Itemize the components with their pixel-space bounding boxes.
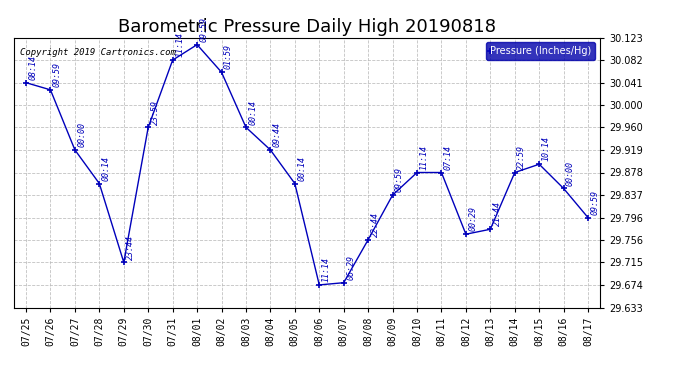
Text: 00:14: 00:14 — [248, 99, 257, 124]
Pressure (Inches/Hg) — [462, 232, 470, 237]
Pressure (Inches/Hg) — [193, 42, 201, 47]
Pressure (Inches/Hg) — [339, 280, 348, 285]
Text: 00:14: 00:14 — [102, 156, 111, 181]
Text: 06:29: 06:29 — [346, 255, 355, 280]
Pressure (Inches/Hg) — [119, 260, 128, 265]
Text: 21:44: 21:44 — [493, 201, 502, 226]
Pressure (Inches/Hg) — [560, 186, 568, 191]
Pressure (Inches/Hg) — [437, 170, 446, 175]
Pressure (Inches/Hg) — [413, 170, 421, 175]
Text: 00:29: 00:29 — [469, 206, 477, 231]
Pressure (Inches/Hg) — [486, 227, 495, 231]
Pressure (Inches/Hg) — [144, 125, 152, 130]
Text: 09:59: 09:59 — [53, 62, 62, 87]
Text: 23:44: 23:44 — [126, 234, 135, 260]
Legend: Pressure (Inches/Hg): Pressure (Inches/Hg) — [486, 42, 595, 60]
Pressure (Inches/Hg) — [511, 170, 519, 175]
Pressure (Inches/Hg) — [71, 148, 79, 152]
Pressure (Inches/Hg) — [95, 181, 104, 186]
Text: 09:59: 09:59 — [591, 190, 600, 215]
Text: 22:59: 22:59 — [518, 145, 526, 170]
Text: 00:14: 00:14 — [297, 156, 306, 181]
Text: 00:00: 00:00 — [566, 161, 575, 186]
Pressure (Inches/Hg) — [266, 148, 275, 152]
Text: 11:14: 11:14 — [322, 257, 331, 282]
Text: Copyright 2019 Cartronics.com: Copyright 2019 Cartronics.com — [19, 48, 175, 57]
Pressure (Inches/Hg) — [22, 80, 30, 85]
Pressure (Inches/Hg) — [241, 125, 250, 130]
Text: 11:14: 11:14 — [420, 145, 428, 170]
Text: 01:59: 01:59 — [224, 44, 233, 69]
Pressure (Inches/Hg) — [364, 237, 373, 242]
Pressure (Inches/Hg) — [46, 88, 55, 92]
Text: 07:14: 07:14 — [444, 145, 453, 170]
Pressure (Inches/Hg) — [535, 162, 543, 166]
Text: 11:14: 11:14 — [175, 32, 184, 57]
Text: 23:59: 23:59 — [150, 99, 159, 124]
Title: Barometric Pressure Daily High 20190818: Barometric Pressure Daily High 20190818 — [118, 18, 496, 36]
Text: 09:59: 09:59 — [199, 17, 208, 42]
Pressure (Inches/Hg) — [168, 58, 177, 62]
Text: 22:44: 22:44 — [371, 212, 380, 237]
Pressure (Inches/Hg) — [584, 215, 592, 220]
Pressure (Inches/Hg) — [388, 193, 397, 197]
Text: 08:14: 08:14 — [28, 55, 37, 80]
Text: 00:00: 00:00 — [77, 122, 86, 147]
Text: 09:59: 09:59 — [395, 167, 404, 192]
Pressure (Inches/Hg) — [315, 283, 324, 287]
Pressure (Inches/Hg) — [217, 70, 226, 75]
Text: 09:44: 09:44 — [273, 122, 282, 147]
Line: Pressure (Inches/Hg): Pressure (Inches/Hg) — [23, 41, 591, 288]
Pressure (Inches/Hg) — [290, 181, 299, 186]
Text: 10:14: 10:14 — [542, 136, 551, 162]
